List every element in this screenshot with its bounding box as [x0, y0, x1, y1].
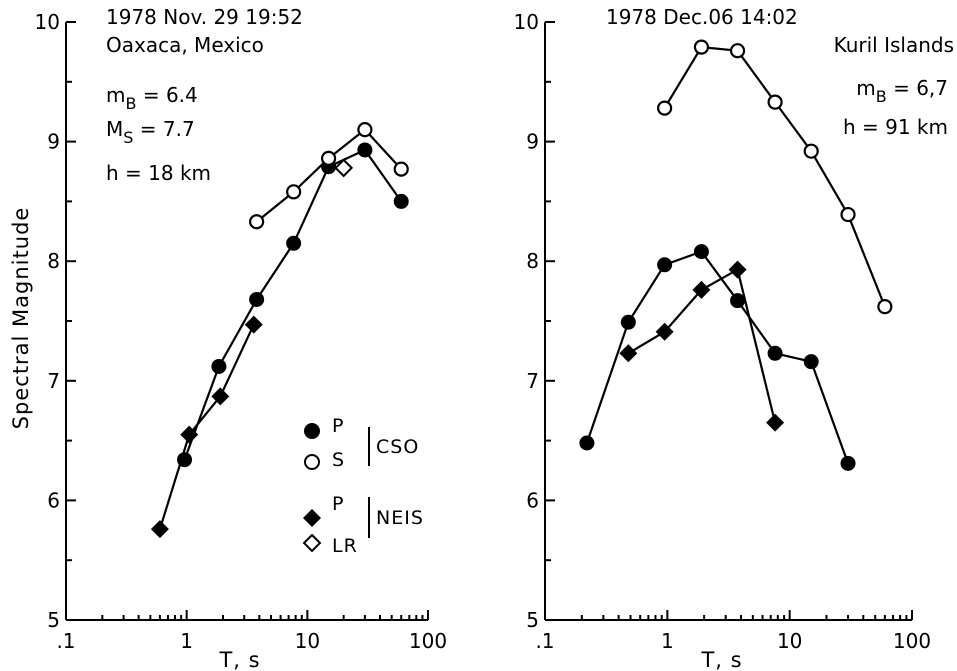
data-point-open-circle: [877, 299, 893, 315]
y-tick-label: 10: [35, 10, 60, 34]
x-axis-label: T, s: [218, 648, 260, 671]
data-point-filled-circle: [693, 244, 709, 260]
data-point-filled-circle: [249, 291, 265, 307]
x-tick-label: .1: [535, 629, 554, 653]
data-point-filled-circle: [177, 452, 193, 468]
y-tick-label: 6: [47, 488, 60, 512]
y-tick-label: 5: [526, 608, 539, 632]
y-tick-label: 7: [526, 369, 539, 393]
data-point-open-circle: [693, 39, 710, 55]
left-location-annotation: Oaxaca, Mexico: [106, 33, 264, 57]
x-axis-label: T, s: [700, 648, 742, 671]
left-mb-annotation: mB = 6.4: [106, 83, 198, 113]
right-series-markers: [579, 39, 893, 471]
legend-marker-p-neis: [303, 509, 321, 527]
legend-label-lr-neis: LR: [332, 535, 358, 557]
right-series-lines: [585, 46, 886, 464]
data-point-open-circle: [393, 161, 409, 177]
left-ms-annotation: MS = 7.7: [106, 117, 195, 147]
y-tick-label: 10: [514, 10, 539, 34]
x-tick-label: 10: [295, 629, 320, 653]
data-point-open-circle: [286, 184, 302, 200]
data-point-filled-diamond: [211, 387, 230, 406]
left-series-lines: [158, 128, 403, 530]
y-tick-label: 6: [526, 488, 539, 512]
data-point-filled-circle: [730, 293, 746, 309]
right-panel: 5 6 7 8 9 10 .1 1 10 100 T, s 1978 Dec.06 14:02 Ku…: [514, 5, 954, 671]
data-point-filled-circle: [211, 358, 227, 374]
right-depth-annotation: h = 91 km: [843, 115, 948, 139]
data-point-open-circle: [767, 94, 783, 110]
y-tick-label: 7: [47, 369, 60, 393]
series-line-1: [255, 128, 403, 223]
data-point-filled-diamond: [244, 315, 263, 334]
data-point-filled-circle: [393, 193, 409, 209]
data-point-open-circle: [840, 206, 856, 223]
data-point-filled-circle: [620, 314, 636, 330]
series-line-2: [158, 324, 255, 530]
y-tick-label: 5: [47, 608, 60, 632]
data-point-open-circle: [249, 214, 265, 230]
data-point-filled-circle: [840, 455, 856, 471]
right-mb-annotation: mB = 6,7: [856, 76, 948, 106]
x-tick-label: 100: [409, 629, 447, 653]
y-tick-label: 9: [47, 130, 60, 154]
data-point-filled-circle: [767, 345, 783, 361]
data-point-open-circle: [320, 150, 337, 166]
legend-marker-lr-neis: [302, 533, 322, 553]
x-tick-label: 1: [661, 629, 674, 653]
legend-label-p-neis: P: [332, 493, 344, 515]
data-point-open-circle: [657, 100, 673, 116]
data-point-open-circle: [357, 122, 373, 138]
data-point-filled-diamond: [692, 280, 711, 299]
left-date-annotation: 1978 Nov. 29 19:52: [106, 5, 303, 29]
right-axes: 5 6 7 8 9 10 .1 1 10 100 T, s: [514, 10, 932, 671]
y-tick-label: 8: [526, 249, 539, 273]
y-tick-label: 8: [47, 249, 60, 273]
right-location-annotation: Kuril Islands: [834, 33, 954, 57]
legend-marker-p-cso: [304, 423, 320, 439]
data-point-filled-circle: [286, 235, 302, 251]
data-point-filled-diamond: [728, 260, 747, 279]
right-date-annotation: 1978 Dec.06 14:02: [606, 5, 798, 29]
legend-group-neis: NEIS: [376, 507, 424, 529]
left-panel: Spectral Magnitude 5 6 7 8 9 10 .1 1 10 100 T, s 1…: [9, 5, 447, 671]
left-depth-annotation: h = 18 km: [106, 161, 211, 185]
data-point-filled-circle: [803, 354, 819, 370]
left-series-markers: [150, 122, 409, 539]
x-tick-label: .1: [56, 629, 75, 653]
x-tick-label: 10: [777, 629, 802, 653]
data-point-filled-diamond: [180, 425, 199, 444]
legend-label-p-cso: P: [332, 415, 344, 437]
y-axis-label: Spectral Magnitude: [9, 207, 33, 430]
legend: P S CSO P LR NEIS: [302, 415, 424, 557]
x-tick-label: 100: [893, 629, 931, 653]
data-point-filled-circle: [357, 142, 373, 158]
legend-label-s-cso: S: [332, 449, 345, 471]
left-axes: 5 6 7 8 9 10 .1 1 10 100 T, s: [35, 10, 448, 671]
data-point-filled-diamond: [150, 520, 169, 539]
legend-marker-s-cso: [304, 454, 320, 470]
y-tick-label: 9: [526, 130, 539, 154]
data-point-filled-circle: [657, 257, 673, 273]
series-line-0: [663, 46, 886, 308]
data-point-filled-diamond: [655, 322, 674, 341]
data-point-filled-circle: [579, 435, 595, 451]
data-point-filled-diamond: [619, 344, 638, 363]
data-point-open-circle: [729, 43, 746, 59]
data-point-open-circle: [803, 143, 819, 159]
data-point-open-diamond: [334, 158, 354, 178]
x-tick-label: 1: [180, 629, 193, 653]
data-point-filled-diamond: [766, 413, 785, 432]
legend-group-cso: CSO: [376, 436, 419, 458]
